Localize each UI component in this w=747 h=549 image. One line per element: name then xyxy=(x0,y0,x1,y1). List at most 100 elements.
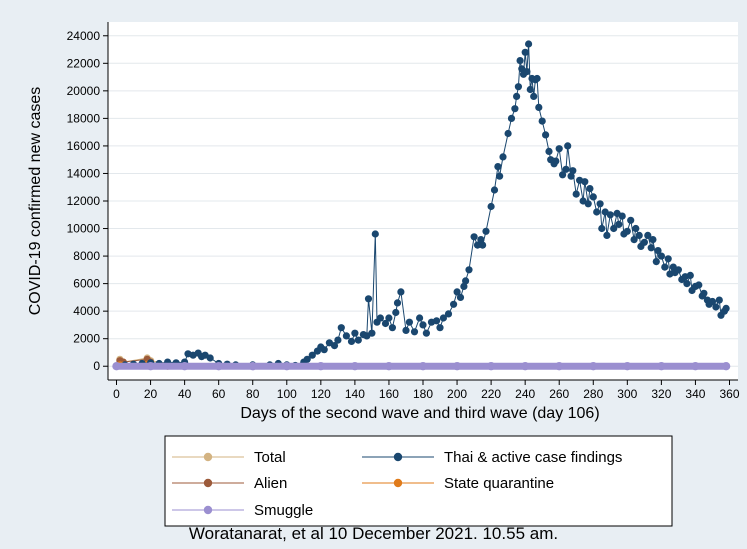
y-axis-label: COVID-19 confirmed new cases xyxy=(27,87,44,316)
data-point xyxy=(436,324,444,332)
data-point xyxy=(450,300,458,308)
x-tick-label: 180 xyxy=(413,387,433,401)
data-point xyxy=(337,324,345,332)
data-point xyxy=(654,247,662,255)
data-point xyxy=(487,202,495,211)
data-point xyxy=(715,296,723,304)
data-point xyxy=(473,241,482,249)
data-point xyxy=(647,244,655,252)
data-point xyxy=(334,336,342,344)
data-point xyxy=(674,266,683,274)
series-layer xyxy=(112,40,731,371)
x-ticks: 0 20 40 60 80 100 120 140 160 180 200 220 240 260 280 3… xyxy=(113,380,740,401)
data-point xyxy=(347,337,356,345)
x-tick-label: 360 xyxy=(719,387,739,401)
x-tick-label: 280 xyxy=(583,387,603,401)
data-point xyxy=(402,326,410,334)
data-point xyxy=(354,336,362,344)
data-point xyxy=(514,83,523,91)
data-point xyxy=(644,231,652,239)
data-point xyxy=(368,329,376,337)
data-point xyxy=(303,355,311,363)
x-tick-label: 340 xyxy=(685,387,705,401)
data-point xyxy=(610,224,618,233)
data-point xyxy=(661,263,669,271)
y-tick-label: 12000 xyxy=(67,194,101,208)
data-point xyxy=(496,172,504,180)
data-point xyxy=(598,224,606,233)
data-point xyxy=(397,288,405,296)
y-tick-label: 14000 xyxy=(67,166,101,180)
series-smuggle xyxy=(112,362,731,371)
data-point xyxy=(630,236,638,244)
x-tick-label: 80 xyxy=(246,387,260,401)
x-tick-label: 0 xyxy=(113,387,120,401)
data-point xyxy=(552,157,560,165)
data-point xyxy=(567,172,575,180)
y-tick-label: 10000 xyxy=(67,222,101,236)
data-point xyxy=(351,329,359,337)
y-tick-label: 18000 xyxy=(67,111,101,125)
data-point xyxy=(530,92,538,100)
legend-item-smuggle: Smuggle xyxy=(172,502,313,519)
legend-marker xyxy=(203,478,213,488)
x-tick-label: 220 xyxy=(481,387,501,401)
data-point xyxy=(405,318,413,326)
data-point xyxy=(342,332,350,340)
y-tick-label: 4000 xyxy=(73,304,100,318)
data-point xyxy=(652,258,660,266)
data-point xyxy=(460,282,468,290)
legend-label: Total xyxy=(254,449,286,466)
data-point xyxy=(308,351,316,359)
data-point xyxy=(511,105,519,113)
data-point xyxy=(581,178,589,186)
data-point xyxy=(444,310,453,318)
x-tick-label: 60 xyxy=(212,387,226,401)
y-tick-label: 20000 xyxy=(67,84,101,98)
data-point xyxy=(479,241,487,249)
x-tick-label: 300 xyxy=(617,387,637,401)
data-point xyxy=(513,92,521,100)
legend-marker xyxy=(393,478,403,488)
data-point xyxy=(635,231,643,239)
data-point xyxy=(385,314,393,322)
legend: Total Thai & active case findings Alien Sta… xyxy=(164,435,673,527)
legend-marker xyxy=(203,505,213,515)
data-point xyxy=(371,230,379,238)
data-point xyxy=(419,321,427,329)
y-tick-label: 6000 xyxy=(73,277,100,291)
data-point xyxy=(700,289,708,297)
data-point xyxy=(482,227,490,235)
legend-item-state-quarantine: State quarantine xyxy=(362,475,554,492)
x-tick-label: 240 xyxy=(515,387,535,401)
data-point xyxy=(525,40,533,48)
data-point xyxy=(393,299,402,307)
legend-label: Alien xyxy=(254,475,287,492)
data-point xyxy=(410,328,419,336)
data-point xyxy=(462,277,470,285)
y-tick-label: 22000 xyxy=(67,56,101,70)
x-tick-label: 100 xyxy=(277,387,297,401)
legend-box xyxy=(164,435,673,527)
data-point xyxy=(381,319,390,328)
legend-marker xyxy=(393,452,403,462)
legend-item-alien: Alien xyxy=(172,475,287,492)
data-point xyxy=(494,163,502,171)
data-point xyxy=(439,314,447,322)
y-ticks: 0 2000 4000 6000 8000 10000 12000 14000 16000 180… xyxy=(67,29,108,373)
data-point xyxy=(526,85,534,94)
data-point xyxy=(593,208,601,216)
y-tick-label: 8000 xyxy=(73,249,100,263)
data-point xyxy=(490,186,499,194)
y-tick-label: 2000 xyxy=(73,332,100,346)
data-point xyxy=(615,220,623,228)
x-tick-label: 320 xyxy=(651,387,671,401)
data-point xyxy=(569,167,577,175)
x-tick-label: 260 xyxy=(549,387,569,401)
legend-item-total: Total xyxy=(172,449,286,466)
data-point xyxy=(465,266,473,274)
data-point xyxy=(722,304,730,312)
data-point xyxy=(330,342,339,350)
data-point xyxy=(686,271,694,279)
